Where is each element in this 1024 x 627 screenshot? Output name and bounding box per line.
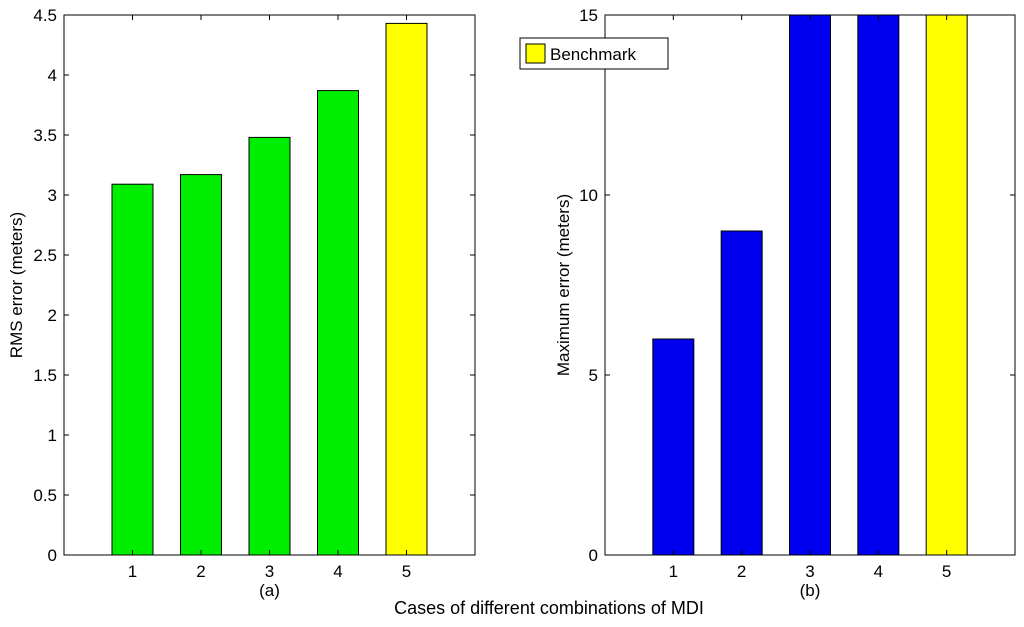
panel-a-ytick-label: 1	[48, 426, 57, 445]
panel-a-bar-4	[317, 90, 359, 556]
panel-b-subcaption: (b)	[800, 581, 821, 600]
panel-a-xtick-label: 3	[265, 562, 274, 581]
panel-b-bar-5	[925, 14, 968, 556]
panel-b-ytick-label: 0	[589, 546, 598, 565]
panel-b-xtick-label: 3	[805, 562, 814, 581]
panel-a-xtick-label: 4	[333, 562, 342, 581]
panel-b-ytick-label: 15	[579, 6, 598, 25]
panel-a-ytick-label: 4	[48, 66, 57, 85]
panel-a-bar-2	[180, 174, 222, 556]
panel-a-ytick-label: 0	[48, 546, 57, 565]
panel-a-xtick-label: 5	[402, 562, 411, 581]
panel-a-ytick-label: 4.5	[33, 6, 57, 25]
panel-a-bar-1	[111, 183, 154, 556]
panel-b-ytick-label: 5	[589, 366, 598, 385]
panel-a-ytick-label: 3	[48, 186, 57, 205]
panel-b-xtick-label: 1	[669, 562, 678, 581]
panel-b-ylabel: Maximum error (meters)	[554, 194, 573, 376]
panel-a-bar-3	[248, 136, 291, 556]
panel-a-ylabel: RMS error (meters)	[7, 212, 26, 358]
panel-b-bar-2	[720, 230, 763, 556]
panel-a-ytick-label: 3.5	[33, 126, 57, 145]
panel-b-bar-4	[857, 14, 900, 556]
panel-a-ytick-label: 1.5	[33, 366, 57, 385]
panel-a-ytick-label: 2	[48, 306, 57, 325]
panel-b-bar-3	[789, 14, 831, 556]
panel-b-bar-1	[652, 338, 695, 556]
panel-b-xtick-label: 5	[942, 562, 951, 581]
panel-a-ytick-label: 0.5	[33, 486, 57, 505]
panel-a-subcaption: (a)	[259, 581, 280, 600]
panel-a-bar-5	[385, 22, 428, 556]
panel-b-xtick-label: 4	[874, 562, 883, 581]
panel-b-legend-label: Benchmark	[550, 45, 636, 64]
panel-b-xtick-label: 2	[737, 562, 746, 581]
panel-a-ytick-label: 2.5	[33, 246, 57, 265]
panel-b-ytick-label: 10	[579, 186, 598, 205]
figure-xlabel: Cases of different combinations of MDI	[394, 598, 704, 618]
panel-a-xtick-label: 2	[196, 562, 205, 581]
panel-b-legend-swatch	[525, 43, 546, 64]
panel-a-xtick-label: 1	[128, 562, 137, 581]
